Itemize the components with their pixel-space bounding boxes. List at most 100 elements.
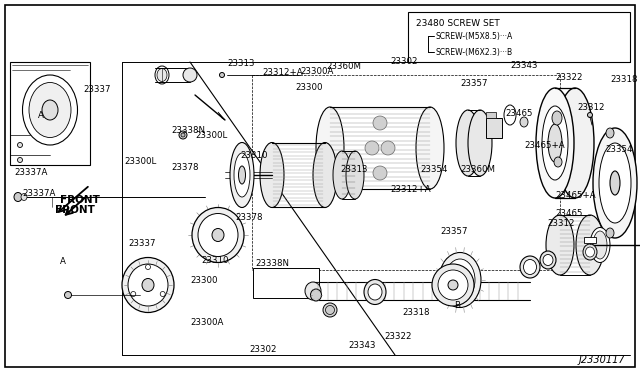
Ellipse shape (142, 279, 154, 292)
Ellipse shape (524, 260, 536, 275)
Text: 23465: 23465 (506, 109, 533, 118)
Text: 23313: 23313 (227, 59, 255, 68)
Bar (408, 12, 630, 62)
Ellipse shape (432, 264, 474, 306)
Ellipse shape (583, 244, 597, 260)
Ellipse shape (438, 270, 468, 300)
Ellipse shape (445, 259, 475, 301)
Ellipse shape (198, 214, 238, 257)
Ellipse shape (216, 212, 221, 217)
Text: 23480 SCREW SET: 23480 SCREW SET (416, 19, 500, 29)
Text: 23300A: 23300A (191, 318, 224, 327)
Ellipse shape (181, 133, 185, 137)
Ellipse shape (439, 253, 481, 308)
Ellipse shape (556, 88, 594, 198)
Text: J2330117: J2330117 (579, 355, 625, 365)
Text: 23378: 23378 (235, 214, 262, 222)
Text: 23312+A: 23312+A (262, 68, 303, 77)
Text: 23378: 23378 (172, 163, 199, 172)
Ellipse shape (590, 228, 610, 263)
Ellipse shape (65, 292, 72, 298)
Ellipse shape (543, 254, 553, 266)
Ellipse shape (198, 243, 203, 248)
Ellipse shape (233, 243, 238, 248)
Ellipse shape (364, 279, 386, 305)
Ellipse shape (599, 143, 631, 223)
Ellipse shape (456, 110, 480, 176)
Text: 23343: 23343 (349, 341, 376, 350)
Ellipse shape (606, 228, 614, 238)
Ellipse shape (131, 292, 136, 296)
Text: 23338N: 23338N (255, 259, 289, 267)
Ellipse shape (260, 142, 284, 208)
Text: A: A (38, 111, 44, 120)
Text: 23302: 23302 (390, 58, 417, 67)
Ellipse shape (520, 256, 540, 278)
Text: 23302: 23302 (250, 345, 277, 354)
Ellipse shape (453, 271, 467, 289)
Text: 23300: 23300 (295, 83, 323, 93)
Text: 23310: 23310 (202, 256, 229, 265)
Ellipse shape (157, 68, 167, 81)
Ellipse shape (17, 157, 22, 163)
Text: 23360M: 23360M (460, 166, 495, 174)
Text: B: B (454, 301, 460, 310)
Ellipse shape (548, 124, 562, 162)
Bar (486, 112, 496, 118)
Ellipse shape (606, 128, 614, 138)
Text: FRONT: FRONT (60, 195, 100, 205)
Ellipse shape (22, 75, 77, 145)
Ellipse shape (542, 106, 568, 180)
Ellipse shape (128, 264, 168, 306)
Ellipse shape (333, 151, 351, 199)
Ellipse shape (540, 251, 556, 269)
Ellipse shape (145, 264, 150, 269)
Ellipse shape (192, 208, 244, 263)
Ellipse shape (14, 192, 22, 202)
Text: 23300L: 23300L (195, 131, 227, 140)
Ellipse shape (323, 303, 337, 317)
Text: 23357: 23357 (440, 228, 467, 237)
Ellipse shape (42, 100, 58, 120)
Text: 23300: 23300 (191, 276, 218, 285)
Polygon shape (218, 112, 225, 120)
Bar (486, 118, 502, 138)
Text: 23337: 23337 (83, 85, 111, 94)
Text: 23354: 23354 (420, 165, 448, 174)
Text: A: A (60, 257, 66, 266)
Ellipse shape (373, 166, 387, 180)
Text: 23318: 23318 (610, 76, 637, 84)
Ellipse shape (305, 282, 321, 300)
Ellipse shape (448, 280, 458, 290)
Ellipse shape (610, 171, 620, 195)
Text: 23337A: 23337A (14, 169, 47, 177)
Ellipse shape (160, 292, 165, 296)
Ellipse shape (520, 117, 528, 127)
Text: 23465+A: 23465+A (555, 190, 596, 199)
Ellipse shape (416, 107, 444, 189)
Ellipse shape (155, 66, 169, 84)
Ellipse shape (504, 105, 516, 125)
Text: 23312: 23312 (547, 219, 575, 228)
Bar (395, 155, 629, 353)
Text: FRONT: FRONT (55, 205, 95, 215)
Ellipse shape (546, 215, 574, 275)
Ellipse shape (122, 257, 174, 312)
Bar (253, 268, 319, 298)
Ellipse shape (313, 142, 337, 208)
Ellipse shape (326, 305, 335, 314)
Text: 23465: 23465 (555, 208, 582, 218)
Text: SCREW-(M5X8.5)···A: SCREW-(M5X8.5)···A (436, 32, 513, 41)
Text: 23310: 23310 (240, 151, 268, 160)
Ellipse shape (346, 151, 364, 199)
Text: 23337A: 23337A (22, 189, 56, 198)
Ellipse shape (593, 231, 607, 259)
Bar (584, 237, 596, 243)
Ellipse shape (586, 247, 595, 257)
Text: 23318: 23318 (402, 308, 429, 317)
Ellipse shape (212, 228, 224, 241)
Text: 23300A: 23300A (300, 67, 333, 77)
Text: 23312: 23312 (577, 103, 605, 112)
Ellipse shape (17, 142, 22, 148)
Ellipse shape (554, 157, 562, 167)
